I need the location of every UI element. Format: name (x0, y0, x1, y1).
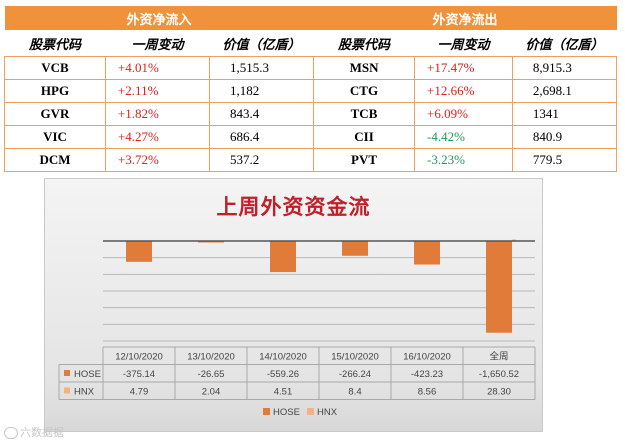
weekly-change: +6.09% (414, 102, 513, 126)
data-label: -266.24 (339, 369, 371, 380)
data-label: -26.65 (198, 369, 225, 380)
bar-hose (126, 241, 152, 262)
flow-value: 8,915.3 (511, 56, 618, 80)
stock-code: DCM (4, 148, 106, 172)
x-tick-label: 12/10/2020 (115, 352, 163, 363)
series-key-swatch (64, 387, 70, 394)
bar-hose (486, 241, 512, 333)
flow-value: 537.2 (208, 148, 315, 172)
flow-value: 1,515.3 (208, 56, 315, 80)
table-row: VIC +4.27% 686.4 CII -4.42% 840.9 (4, 125, 618, 149)
bar-hose (270, 241, 296, 273)
stock-code: GVR (4, 102, 106, 126)
outflow-header: 外资净流出 (313, 6, 617, 30)
weekly-change: +4.27% (104, 125, 211, 149)
weekly-change: +3.72% (104, 148, 211, 172)
col-header-code: 股票代码 (28, 36, 81, 52)
chart-title: 上周外资资金流 (216, 195, 371, 219)
flow-value: 779.5 (511, 148, 618, 172)
x-tick-label: 16/10/2020 (403, 352, 451, 363)
foreign-flow-table: 外资净流入 外资净流出 股票代码 一周变动 价值（亿盾） 股票代码 一周变动 价… (4, 6, 618, 172)
data-label: -1,650.52 (479, 369, 519, 380)
x-tick-label: 14/10/2020 (259, 352, 307, 363)
data-label: 4.51 (274, 387, 293, 398)
col-header-code: 股票代码 (338, 36, 391, 52)
bar-hose (414, 241, 440, 265)
flow-value: 2,698.1 (511, 79, 618, 103)
col-header-change: 一周变动 (131, 36, 184, 52)
flow-value: 686.4 (208, 125, 315, 149)
stock-code: HPG (4, 79, 106, 103)
watermark-text: 六数据据 (20, 427, 64, 439)
inflow-header: 外资净流入 (4, 6, 314, 30)
stock-code: VCB (4, 56, 106, 80)
data-label: 2.04 (202, 387, 221, 398)
data-label: -559.26 (267, 369, 299, 380)
watermark: 六数据据 (4, 424, 64, 440)
series-name: HOSE (74, 369, 101, 380)
weekly-change: -3.23% (414, 148, 513, 172)
data-label: 4.79 (130, 387, 149, 398)
flow-value: 1,182 (208, 79, 315, 103)
bar-hnx (512, 239, 516, 241)
weekly-change: +1.82% (104, 102, 211, 126)
table-body: VCB +4.01% 1,515.3 MSN +17.47% 8,915.3 HPG +2.1… (4, 56, 618, 172)
table-row: DCM +3.72% 537.2 PVT -3.23% 779.5 (4, 148, 618, 172)
data-label: 8.4 (348, 387, 361, 398)
stock-code: VIC (4, 125, 106, 149)
table-row: GVR +1.82% 843.4 TCB +6.09% 1341 (4, 102, 618, 126)
data-label: 8.56 (418, 387, 437, 398)
x-tick-label: 15/10/2020 (331, 352, 379, 363)
weekly-change: +4.01% (104, 56, 211, 80)
weekly-change: +17.47% (414, 56, 513, 80)
legend-swatch (307, 408, 314, 415)
col-header-value: 价值（亿盾） (525, 36, 604, 52)
series-name: HNX (74, 387, 95, 398)
col-header-value: 价值（亿盾） (222, 36, 301, 52)
data-label: 28.30 (487, 387, 511, 398)
watermark-logo-icon (4, 427, 18, 440)
stock-code: CII (313, 125, 415, 149)
flow-value: 840.9 (511, 125, 618, 149)
chart-panel: 上周外资资金流 12/10/2020 13/10/2020 14/10/2020 15… (44, 178, 543, 432)
legend-label: HNX (317, 407, 338, 418)
legend-swatch (263, 408, 270, 415)
x-tick-label: 全周 (489, 351, 508, 363)
flow-value: 1341 (511, 102, 618, 126)
weekly-change: +2.11% (104, 79, 211, 103)
bar-hose (342, 241, 368, 256)
x-tick-label: 13/10/2020 (187, 352, 235, 363)
data-label: -423.23 (411, 369, 443, 380)
series-key-swatch (64, 370, 70, 376)
col-header-change: 一周变动 (437, 36, 490, 52)
flow-value: 843.4 (208, 102, 315, 126)
legend-label: HOSE (273, 407, 300, 418)
table-row: VCB +4.01% 1,515.3 MSN +17.47% 8,915.3 (4, 56, 618, 80)
stock-code: PVT (313, 148, 415, 172)
stock-code: TCB (313, 102, 415, 126)
bar-chart: 12/10/2020 13/10/2020 14/10/2020 15/10/2020… (58, 239, 536, 418)
stock-code: MSN (313, 56, 415, 80)
stock-code: CTG (313, 79, 415, 103)
weekly-change: -4.42% (414, 125, 513, 149)
weekly-change: +12.66% (414, 79, 513, 103)
data-label: -375.14 (123, 369, 155, 380)
table-row: HPG +2.11% 1,182 CTG +12.66% 2,698.1 (4, 79, 618, 103)
